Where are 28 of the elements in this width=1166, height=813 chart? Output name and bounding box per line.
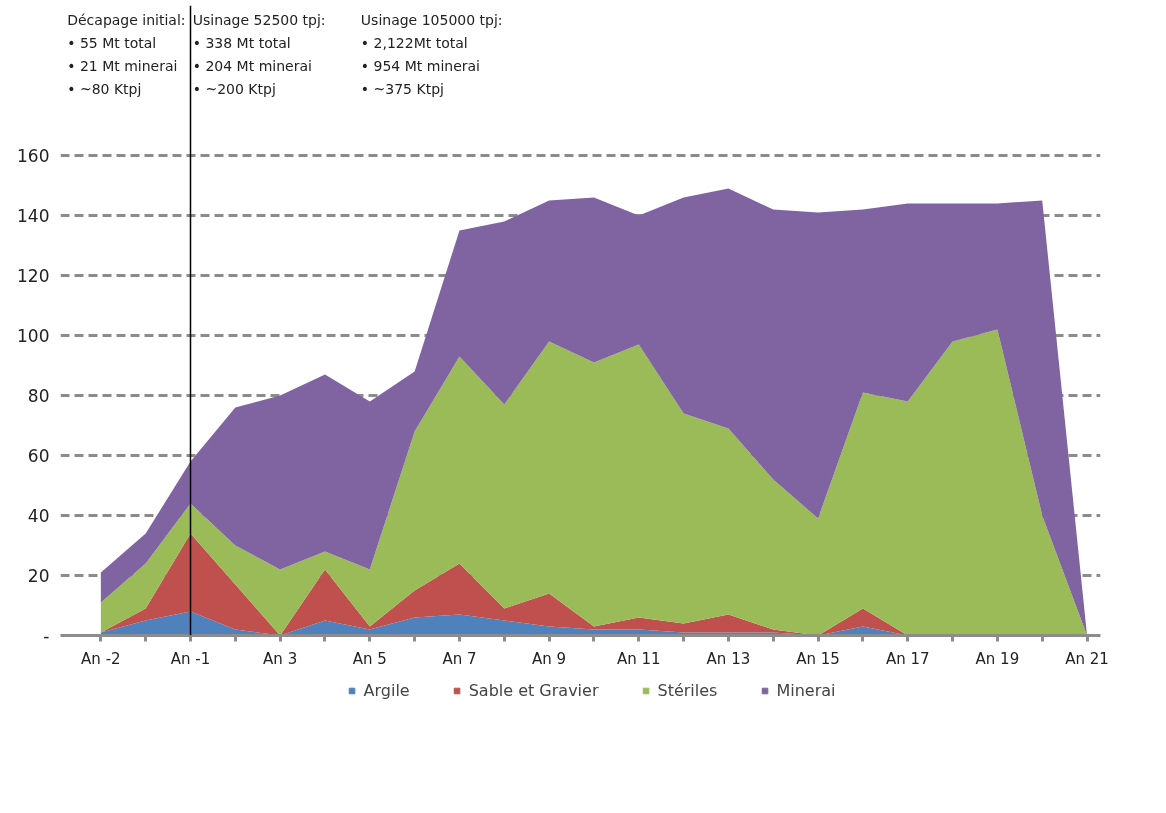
- y-tick-label: 120: [17, 266, 50, 286]
- x-tick-label: An 7: [442, 649, 477, 668]
- legend-label: Minerai: [776, 680, 836, 700]
- legend-label: Sable et Gravier: [468, 680, 599, 700]
- x-tick-label: An -2: [81, 649, 121, 668]
- x-tick-label: An 5: [352, 649, 387, 668]
- legend-label: Argile: [363, 680, 410, 700]
- x-tick-label: An 3: [263, 649, 298, 668]
- x-tick-label: An 21: [1065, 649, 1109, 668]
- x-tick-label: An 9: [532, 649, 567, 668]
- y-tick-label: 160: [17, 146, 50, 166]
- y-tick-label: 20: [27, 566, 50, 586]
- annotation: Usinage 105000 tpj: • 2,122Mt total • 954 Mt minerai • ~375 Ktpj: [360, 11, 503, 97]
- y-tick-label: 80: [27, 386, 50, 406]
- x-tick-label: An -1: [170, 649, 211, 668]
- x-tick-label: An 17: [885, 649, 930, 668]
- x-tick-label: An 11: [616, 649, 661, 668]
- x-tick-label: An 15: [796, 649, 840, 668]
- annotation: Décapage initial: • 55 Mt total • 21 Mt minerai • ~80 Ktpj: [67, 11, 186, 97]
- y-tick-label: 40: [27, 506, 50, 526]
- y-tick-label: 100: [17, 326, 50, 346]
- x-tick-label: An 19: [975, 649, 1020, 668]
- y-tick-label: 60: [27, 446, 50, 466]
- x-tick-label: An 13: [706, 649, 751, 668]
- y-tick-label: 140: [17, 206, 50, 226]
- y-tick-label: -: [43, 626, 50, 646]
- legend-label: Stériles: [657, 680, 718, 700]
- annotation: Usinage 52500 tpj: • 338 Mt total • 204 Mt minerai • ~200 Ktpj: [192, 11, 326, 97]
